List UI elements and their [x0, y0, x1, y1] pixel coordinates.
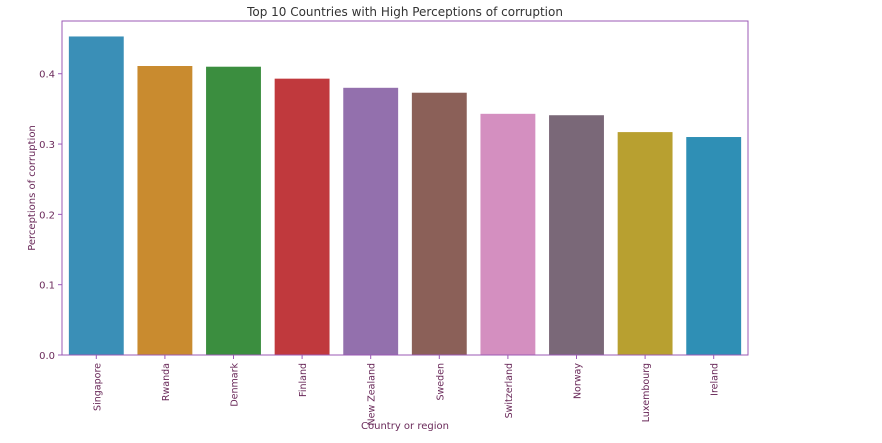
- x-tick-label: Sweden: [435, 363, 446, 401]
- x-ticks-group: Singapore Rwanda Denmark Finland New Zealand…: [92, 355, 721, 425]
- y-tick-label: 0.0: [39, 351, 55, 362]
- bar-switzerland: [480, 113, 536, 356]
- bar-finland: [274, 78, 330, 356]
- bar-rwanda: [137, 66, 193, 355]
- bar-denmark: [206, 66, 261, 355]
- y-ticks-group: 0.0 0.1 0.2 0.3 0.4: [39, 70, 62, 362]
- plot-frame: [61, 20, 749, 356]
- y-tick-label: 0.4: [39, 70, 55, 81]
- chart-title: Top 10 Countries with High Perceptions o…: [246, 5, 563, 19]
- x-tick-label: Denmark: [230, 363, 241, 407]
- x-tick-label: Rwanda: [161, 363, 172, 401]
- x-tick-label: Switzerland: [504, 363, 515, 418]
- bar-singapore: [68, 36, 124, 355]
- x-tick-label: Luxembourg: [641, 363, 652, 422]
- bar-norway: [549, 115, 604, 355]
- x-tick-label: Norway: [573, 363, 584, 399]
- bar-ireland: [686, 137, 742, 355]
- bar-new-zealand: [343, 87, 399, 356]
- bars-group: [68, 36, 742, 356]
- y-axis-label: Perceptions of corruption: [27, 125, 38, 251]
- bar-sweden: [411, 92, 467, 355]
- x-tick-label: Singapore: [92, 363, 103, 411]
- y-tick-label: 0.3: [39, 140, 55, 151]
- x-tick-label: Finland: [298, 363, 309, 397]
- y-tick-label: 0.1: [39, 281, 55, 292]
- x-tick-label: New Zealand: [367, 363, 378, 425]
- bar-luxembourg: [617, 132, 673, 355]
- y-tick-label: 0.2: [39, 210, 55, 221]
- x-axis-label: Country or region: [361, 421, 449, 432]
- x-tick-label: Ireland: [710, 363, 721, 396]
